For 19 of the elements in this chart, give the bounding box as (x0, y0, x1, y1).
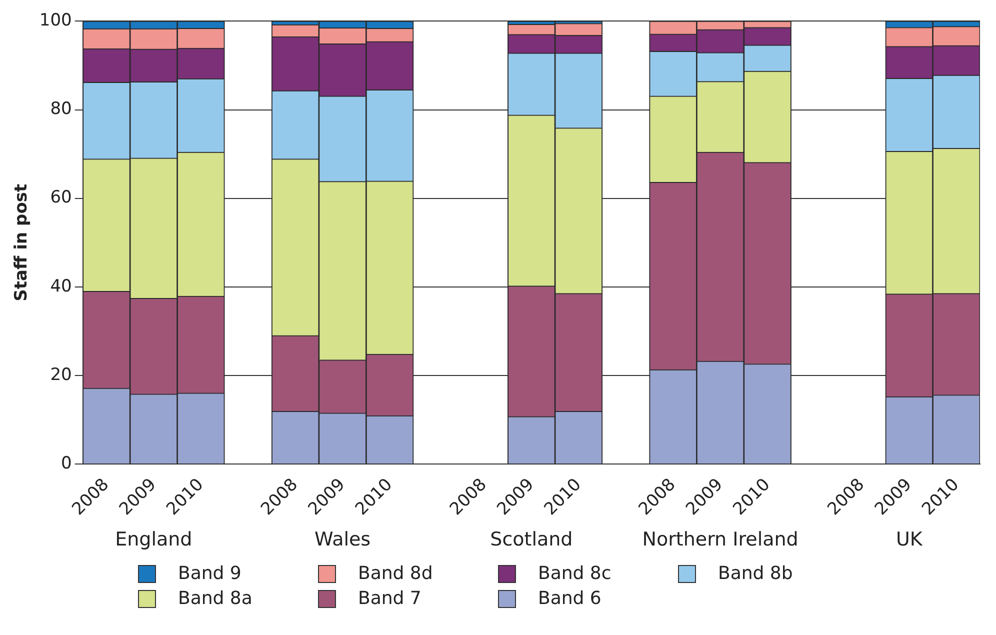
y-tick-label: 60 (50, 188, 72, 208)
legend-label: Band 7 (358, 588, 422, 609)
legend-label: Band 8d (358, 563, 433, 584)
legend-label: Band 8b (718, 563, 793, 584)
y-tick-label: 40 (50, 276, 72, 296)
legend-label: Band 6 (538, 588, 602, 609)
y-tick-label: 100 (39, 10, 72, 31)
y-tick-label: 0 (61, 453, 72, 474)
text: Wales (314, 528, 371, 550)
legend-label: Band 9 (178, 563, 242, 584)
text: Northern Ireland (642, 528, 798, 550)
text: UK (896, 528, 923, 550)
y-tick-label: 80 (50, 99, 72, 120)
legend-label: Band 8c (538, 563, 612, 584)
text: Scotland (490, 528, 573, 550)
y-tick-label: 20 (50, 364, 72, 385)
text: England (115, 528, 192, 550)
legend-label: Band 8a (178, 588, 252, 609)
y-axis-title: Staff in post (12, 184, 32, 302)
